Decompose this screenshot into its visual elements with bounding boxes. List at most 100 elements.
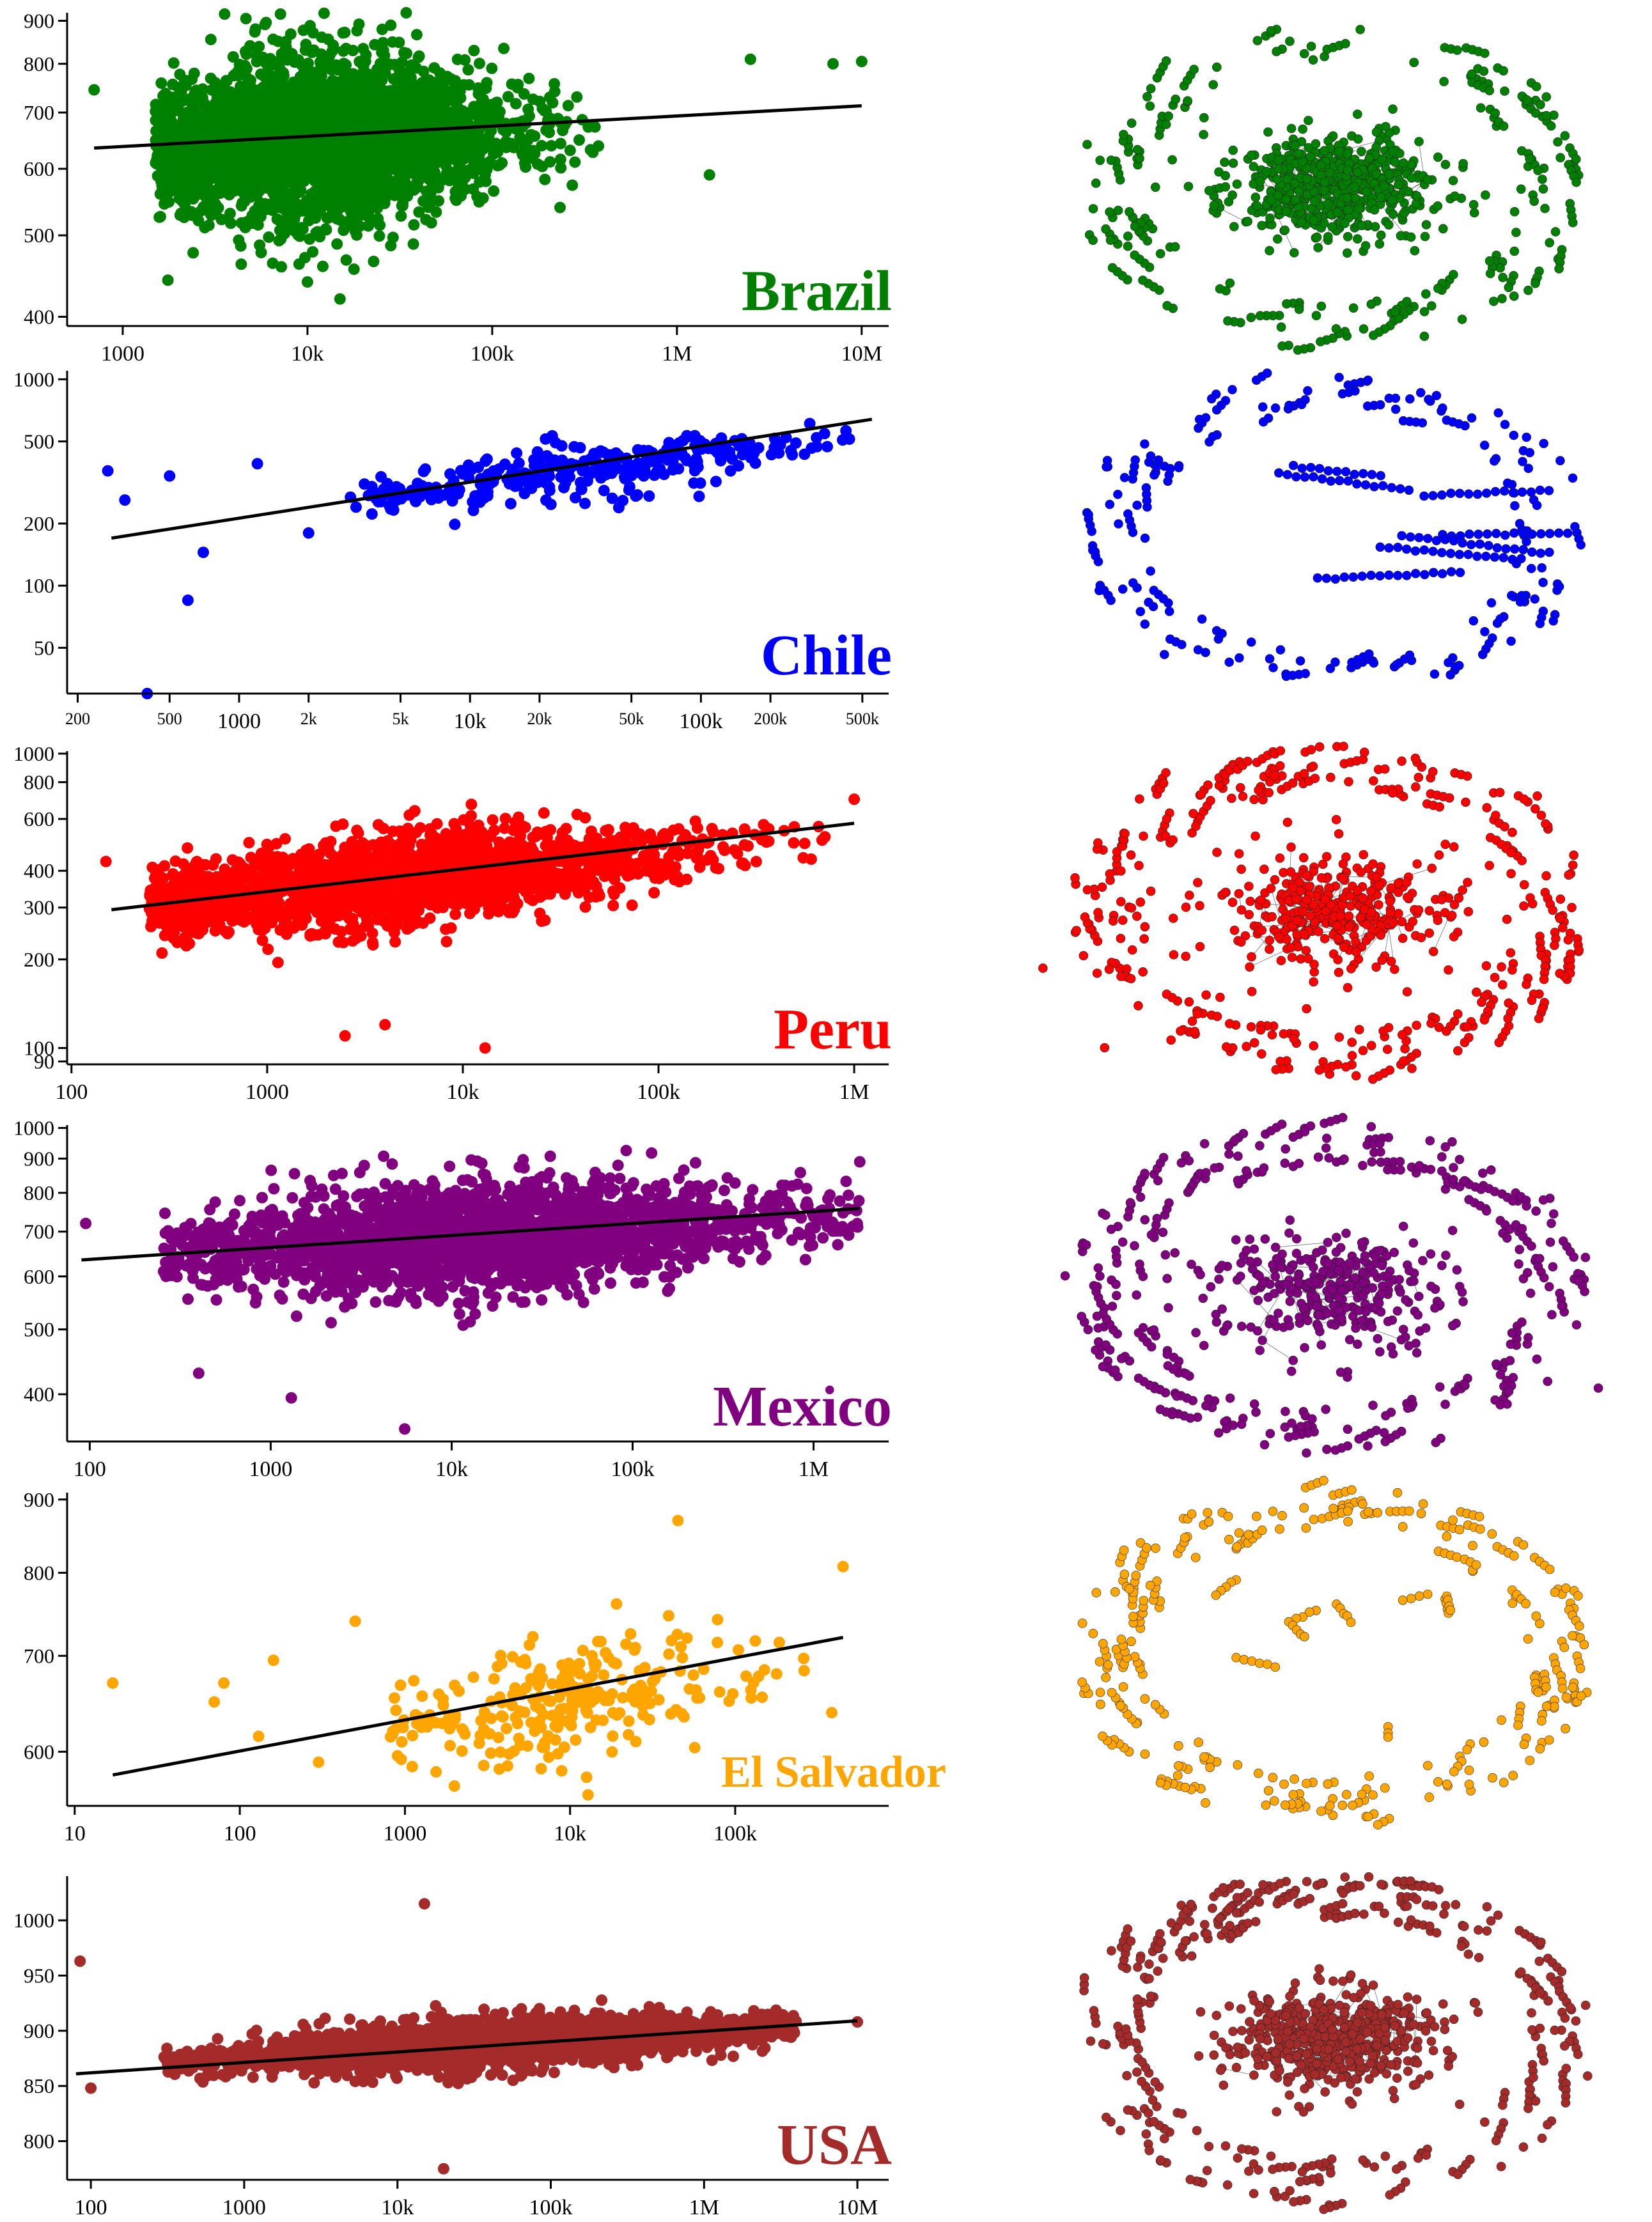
- data-point: [462, 64, 474, 76]
- country-label: Chile: [761, 624, 892, 687]
- x-tick-label: 100k: [679, 710, 722, 733]
- y-tick-label: 400: [24, 306, 54, 329]
- data-point: [295, 222, 308, 234]
- data-point: [453, 161, 465, 173]
- data-point: [706, 823, 718, 835]
- country-label: Brazil: [742, 260, 892, 323]
- data-point: [417, 195, 430, 207]
- data-point: [341, 68, 353, 81]
- data-point: [461, 114, 473, 127]
- data-point: [673, 823, 685, 835]
- data-point: [611, 462, 623, 474]
- data-point: [355, 930, 367, 942]
- data-point: [478, 137, 490, 149]
- data-point: [822, 440, 833, 453]
- x-tick-label: 10k: [291, 342, 323, 366]
- data-point: [185, 175, 197, 187]
- data-point: [460, 139, 472, 151]
- data-point: [224, 148, 235, 160]
- y-tick-label: 800: [24, 52, 54, 75]
- data-point: [232, 65, 244, 77]
- data-point: [154, 210, 166, 222]
- data-point: [554, 153, 566, 166]
- data-point: [359, 200, 371, 212]
- data-point: [623, 484, 635, 496]
- data-point: [436, 174, 448, 186]
- data-point: [509, 480, 521, 492]
- data-point: [269, 96, 281, 107]
- data-point: [260, 152, 272, 164]
- data-point: [210, 97, 221, 109]
- data-point: [182, 842, 194, 854]
- data-point: [234, 858, 246, 870]
- data-point: [254, 239, 266, 251]
- x-tick-label: 20k: [527, 710, 552, 728]
- data-point: [498, 42, 510, 54]
- data-point: [368, 82, 380, 95]
- data-point: [259, 198, 271, 210]
- data-point: [472, 462, 485, 473]
- data-point-outlier: [703, 169, 715, 181]
- x-tick-label: 1000: [217, 710, 261, 733]
- data-point: [335, 199, 347, 210]
- data-point: [496, 157, 508, 169]
- data-point: [510, 98, 522, 110]
- data-point: [239, 221, 251, 233]
- x-tick-label: 200: [65, 710, 90, 728]
- data-point-outlier: [88, 84, 100, 96]
- data-point: [274, 62, 286, 74]
- data-point: [318, 7, 330, 19]
- data-point: [357, 88, 369, 100]
- data-point: [407, 238, 419, 250]
- data-point: [187, 247, 199, 259]
- data-point: [719, 844, 731, 857]
- data-point: [790, 437, 802, 449]
- data-point: [240, 48, 253, 60]
- data-point: [398, 71, 409, 83]
- data-point: [816, 834, 828, 846]
- data-point-outlier: [164, 470, 176, 482]
- data-point: [733, 460, 745, 472]
- data-point: [417, 465, 430, 478]
- data-point: [331, 238, 343, 250]
- data-point: [219, 8, 231, 20]
- data-point: [160, 125, 172, 137]
- data-point: [224, 208, 236, 219]
- data-points: [102, 417, 855, 699]
- data-point: [235, 258, 247, 270]
- data-point: [167, 79, 179, 90]
- y-tick-label: 600: [24, 157, 54, 180]
- data-point: [579, 901, 591, 913]
- data-point: [518, 135, 530, 147]
- data-point: [749, 457, 761, 469]
- data-point: [225, 217, 237, 229]
- data-point: [566, 179, 579, 191]
- data-point: [203, 115, 214, 127]
- data-point: [269, 119, 281, 131]
- data-point: [373, 230, 386, 242]
- data-point: [203, 219, 215, 231]
- data-point: [449, 908, 462, 921]
- data-point: [540, 433, 552, 445]
- y-tick-label: 500: [24, 430, 54, 453]
- data-point: [504, 497, 517, 509]
- data-point: [276, 82, 288, 95]
- data-point: [335, 146, 347, 158]
- data-point-outlier: [855, 56, 868, 68]
- data-point: [340, 254, 352, 266]
- data-point: [371, 202, 384, 214]
- data-point: [341, 120, 353, 132]
- data-point: [297, 104, 309, 116]
- data-point: [314, 205, 326, 217]
- data-point: [359, 478, 370, 490]
- data-point: [400, 150, 412, 162]
- data-point: [451, 93, 464, 105]
- data-point: [233, 172, 245, 184]
- data-point: [348, 263, 360, 276]
- data-point: [481, 77, 493, 89]
- data-point: [353, 18, 365, 30]
- data-point: [543, 127, 556, 139]
- data-point: [169, 173, 181, 185]
- data-point: [333, 165, 345, 177]
- data-point: [299, 120, 311, 132]
